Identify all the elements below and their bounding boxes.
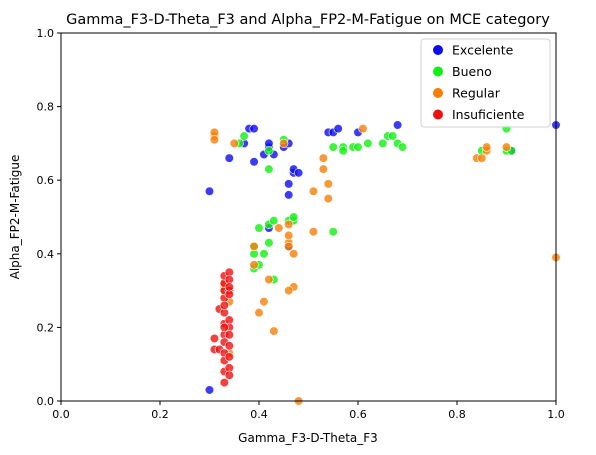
data-point [279, 138, 289, 148]
data-point [264, 146, 274, 156]
series-bueno [234, 124, 517, 285]
data-point [254, 308, 264, 318]
data-point [224, 341, 234, 351]
data-point [209, 135, 220, 145]
data-point [264, 274, 274, 285]
data-point [318, 153, 328, 163]
x-axis-label: Gamma_F3-D-Theta_F3 [238, 431, 378, 445]
data-point [284, 179, 294, 189]
plot-frame [60, 32, 557, 402]
data-point [204, 385, 215, 395]
data-point [363, 138, 373, 148]
data-point [284, 241, 294, 252]
data-point [269, 216, 279, 226]
legend-label: Regular [452, 86, 501, 101]
series-insuficiente [209, 267, 234, 388]
data-point [274, 223, 284, 233]
y-tick-label: 0.0 [37, 395, 55, 408]
data-point [482, 142, 492, 152]
data-point [259, 297, 269, 307]
y-axis: 0.0 0.2 0.4 0.6 0.8 1.0 [37, 27, 61, 408]
data-point [209, 333, 220, 344]
data-point [477, 153, 487, 163]
data-point [249, 241, 259, 252]
x-tick-label: 0.0 [52, 408, 70, 421]
data-point [204, 186, 215, 196]
legend-marker [433, 88, 443, 98]
data-point [224, 153, 234, 163]
data-point [249, 260, 259, 270]
data-point [219, 322, 229, 333]
data-point [219, 378, 229, 388]
data-point [358, 124, 368, 134]
data-point [397, 142, 408, 152]
data-point [323, 179, 333, 189]
data-point [219, 300, 229, 310]
data-point [269, 326, 279, 336]
x-tick-label: 0.6 [349, 408, 367, 421]
y-axis-label: Alpha_FP2-M-Fatigue [8, 155, 22, 280]
legend-label: Excelente [452, 43, 514, 58]
legend: Excelente Bueno Regular Insuficiente [420, 38, 551, 128]
data-point [229, 138, 239, 148]
legend-marker [433, 109, 443, 120]
data-point [308, 186, 319, 196]
x-tick-label: 1.0 [547, 408, 565, 421]
data-point [328, 227, 338, 237]
data-point [224, 282, 234, 292]
x-axis: 0.0 0.2 0.4 0.6 0.8 1.0 [52, 401, 565, 421]
y-tick-label: 0.8 [37, 101, 55, 114]
x-tick-label: 0.4 [250, 408, 268, 421]
y-tick-label: 0.6 [37, 174, 55, 187]
data-point [284, 219, 294, 229]
legend-label: Insuficiente [452, 107, 525, 122]
legend-marker [433, 45, 443, 55]
data-point [393, 120, 403, 130]
data-point [239, 131, 249, 141]
data-point [259, 249, 269, 259]
x-tick-label: 0.8 [448, 408, 466, 421]
data-point [249, 124, 259, 134]
data-point [308, 227, 319, 237]
data-point [388, 131, 398, 141]
data-point [328, 142, 338, 152]
points-layer [204, 120, 561, 406]
data-point [294, 168, 304, 178]
data-point [254, 223, 264, 233]
series-excelente [204, 120, 561, 395]
data-point [333, 124, 343, 134]
data-point [378, 138, 388, 148]
legend-marker [433, 66, 443, 77]
legend-label: Bueno [452, 64, 492, 79]
data-point [249, 157, 259, 167]
data-point [501, 142, 512, 152]
data-point [338, 146, 348, 156]
y-tick-label: 0.2 [37, 321, 55, 334]
x-tick-label: 0.2 [151, 408, 169, 421]
data-point [284, 230, 294, 240]
data-point [224, 330, 234, 340]
data-point [289, 212, 299, 222]
data-point [318, 164, 328, 174]
y-tick-label: 0.4 [37, 248, 55, 261]
data-point [264, 164, 274, 174]
data-point [353, 142, 363, 152]
data-point [284, 190, 294, 200]
data-point [323, 194, 333, 204]
legend-box [420, 38, 551, 128]
chart-title: Gamma_F3-D-Theta_F3 and Alpha_FP2-M-Fati… [66, 12, 550, 28]
y-tick-label: 1.0 [37, 27, 55, 40]
data-point [224, 370, 234, 380]
data-point [284, 286, 294, 296]
data-point [289, 249, 299, 259]
data-point [264, 238, 274, 248]
data-point [224, 352, 234, 362]
